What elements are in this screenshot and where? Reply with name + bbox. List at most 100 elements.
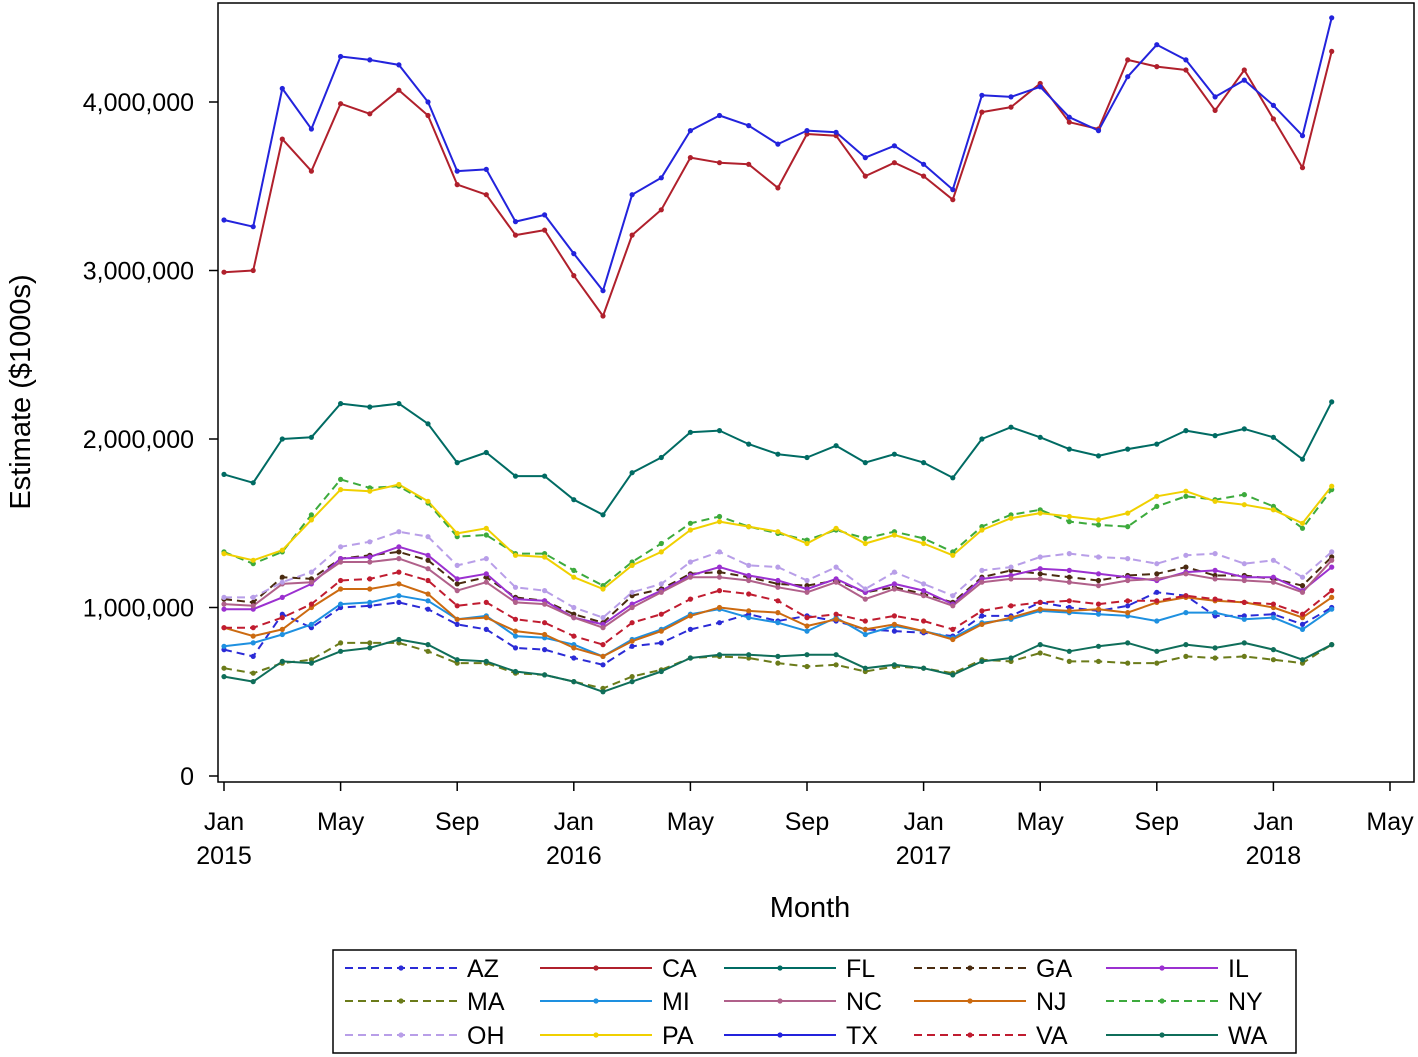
data-point-az: [571, 655, 577, 661]
data-point-oh: [1241, 561, 1247, 567]
data-point-il: [891, 581, 898, 587]
data-point-tx: [279, 85, 285, 92]
data-point-ma: [250, 670, 256, 676]
data-point-pa: [687, 527, 694, 533]
data-point-nc: [1329, 557, 1335, 563]
data-point-mi: [1154, 618, 1160, 624]
data-point-tx: [571, 251, 577, 257]
data-point-nj: [1037, 606, 1043, 612]
data-point-va: [454, 603, 460, 609]
data-point-va: [512, 616, 519, 622]
legend-marker-wa: [1159, 1032, 1165, 1038]
x-tick-label: May: [1366, 808, 1414, 836]
data-point-tx: [600, 288, 606, 294]
data-point-nj: [979, 621, 985, 628]
legend-label-oh: OH: [467, 1022, 505, 1050]
data-point-il: [483, 571, 489, 577]
data-point-ny: [1125, 524, 1131, 530]
data-point-oh: [221, 594, 227, 601]
data-point-va: [687, 596, 694, 602]
data-point-mi: [396, 593, 402, 599]
x-tick-label: May: [667, 808, 715, 836]
data-point-wa: [308, 660, 314, 666]
y-tick-label: 4,000,000: [83, 89, 194, 117]
data-point-nj: [746, 608, 752, 614]
data-point-oh: [1125, 556, 1131, 562]
data-point-wa: [658, 668, 664, 675]
data-point-va: [658, 611, 664, 617]
y-tick-label: 0: [180, 763, 194, 791]
data-point-ma: [833, 662, 839, 668]
data-point-ca: [921, 173, 927, 179]
data-point-tx: [1212, 94, 1218, 100]
data-point-az: [1125, 603, 1131, 609]
data-point-ca: [1066, 119, 1072, 125]
data-point-nj: [396, 581, 402, 587]
legend: AZ CA FL GA IL MA MI NC NJ NY OH PA TX VA WA: [345, 955, 1268, 1050]
data-point-mi: [1241, 616, 1247, 622]
data-point-fl: [1125, 446, 1131, 452]
legend-label-ga: GA: [1036, 955, 1072, 983]
data-point-il: [921, 588, 927, 594]
data-point-mi: [1212, 610, 1218, 616]
data-point-ma: [1154, 660, 1160, 666]
data-point-tx: [512, 219, 519, 225]
data-point-ca: [308, 168, 314, 174]
data-point-tx: [1183, 57, 1189, 63]
data-point-va: [716, 588, 723, 594]
data-point-oh: [600, 615, 606, 621]
y-axis-title: Estimate ($1000s): [5, 274, 37, 509]
data-point-tx: [891, 143, 898, 149]
data-point-nj: [454, 616, 460, 622]
data-point-va: [571, 633, 577, 639]
data-point-nc: [891, 586, 898, 592]
data-point-fl: [1183, 428, 1189, 434]
data-point-nc: [338, 559, 344, 565]
data-point-ca: [571, 273, 577, 279]
series-line-mi: [223, 594, 1333, 658]
data-point-ma: [804, 663, 810, 670]
data-point-wa: [1270, 647, 1276, 653]
data-point-nj: [367, 586, 373, 592]
data-point-wa: [279, 658, 285, 665]
legend-label-az: AZ: [467, 955, 499, 983]
data-point-va: [1241, 599, 1247, 606]
data-point-ca: [658, 207, 664, 213]
data-point-tx: [629, 192, 635, 198]
data-point-pa: [1329, 483, 1335, 489]
data-point-nc: [308, 579, 314, 585]
data-point-va: [1066, 598, 1072, 604]
data-point-ca: [891, 160, 898, 166]
data-point-oh: [1037, 554, 1043, 560]
data-point-wa: [1299, 657, 1306, 663]
data-point-va: [367, 576, 373, 582]
data-point-mi: [1095, 611, 1102, 617]
data-point-il: [1270, 574, 1276, 580]
data-point-wa: [396, 636, 402, 643]
data-point-az: [542, 647, 548, 653]
data-point-ga: [454, 581, 460, 587]
legend-marker-mi: [593, 998, 599, 1004]
data-point-va: [775, 598, 781, 604]
series-line-oh: [224, 530, 1333, 619]
data-point-tx: [979, 92, 985, 98]
data-point-nj: [1008, 615, 1014, 621]
series-line-az: [223, 591, 1333, 666]
data-point-oh: [542, 588, 548, 594]
legend-marker-il: [1159, 965, 1165, 971]
data-point-fl: [1299, 456, 1306, 462]
data-point-pa: [1270, 507, 1276, 513]
data-point-ny: [658, 540, 664, 547]
x-tick-label: Sep: [435, 808, 479, 836]
data-point-ny: [308, 512, 314, 518]
data-point-oh: [571, 604, 577, 611]
data-point-nc: [1037, 576, 1043, 582]
data-point-fl: [338, 401, 344, 407]
data-point-az: [483, 626, 489, 633]
data-point-ca: [512, 232, 519, 238]
data-point-il: [1037, 566, 1043, 572]
legend-label-fl: FL: [846, 955, 875, 983]
data-point-ca: [629, 232, 635, 238]
data-point-pa: [250, 557, 256, 563]
